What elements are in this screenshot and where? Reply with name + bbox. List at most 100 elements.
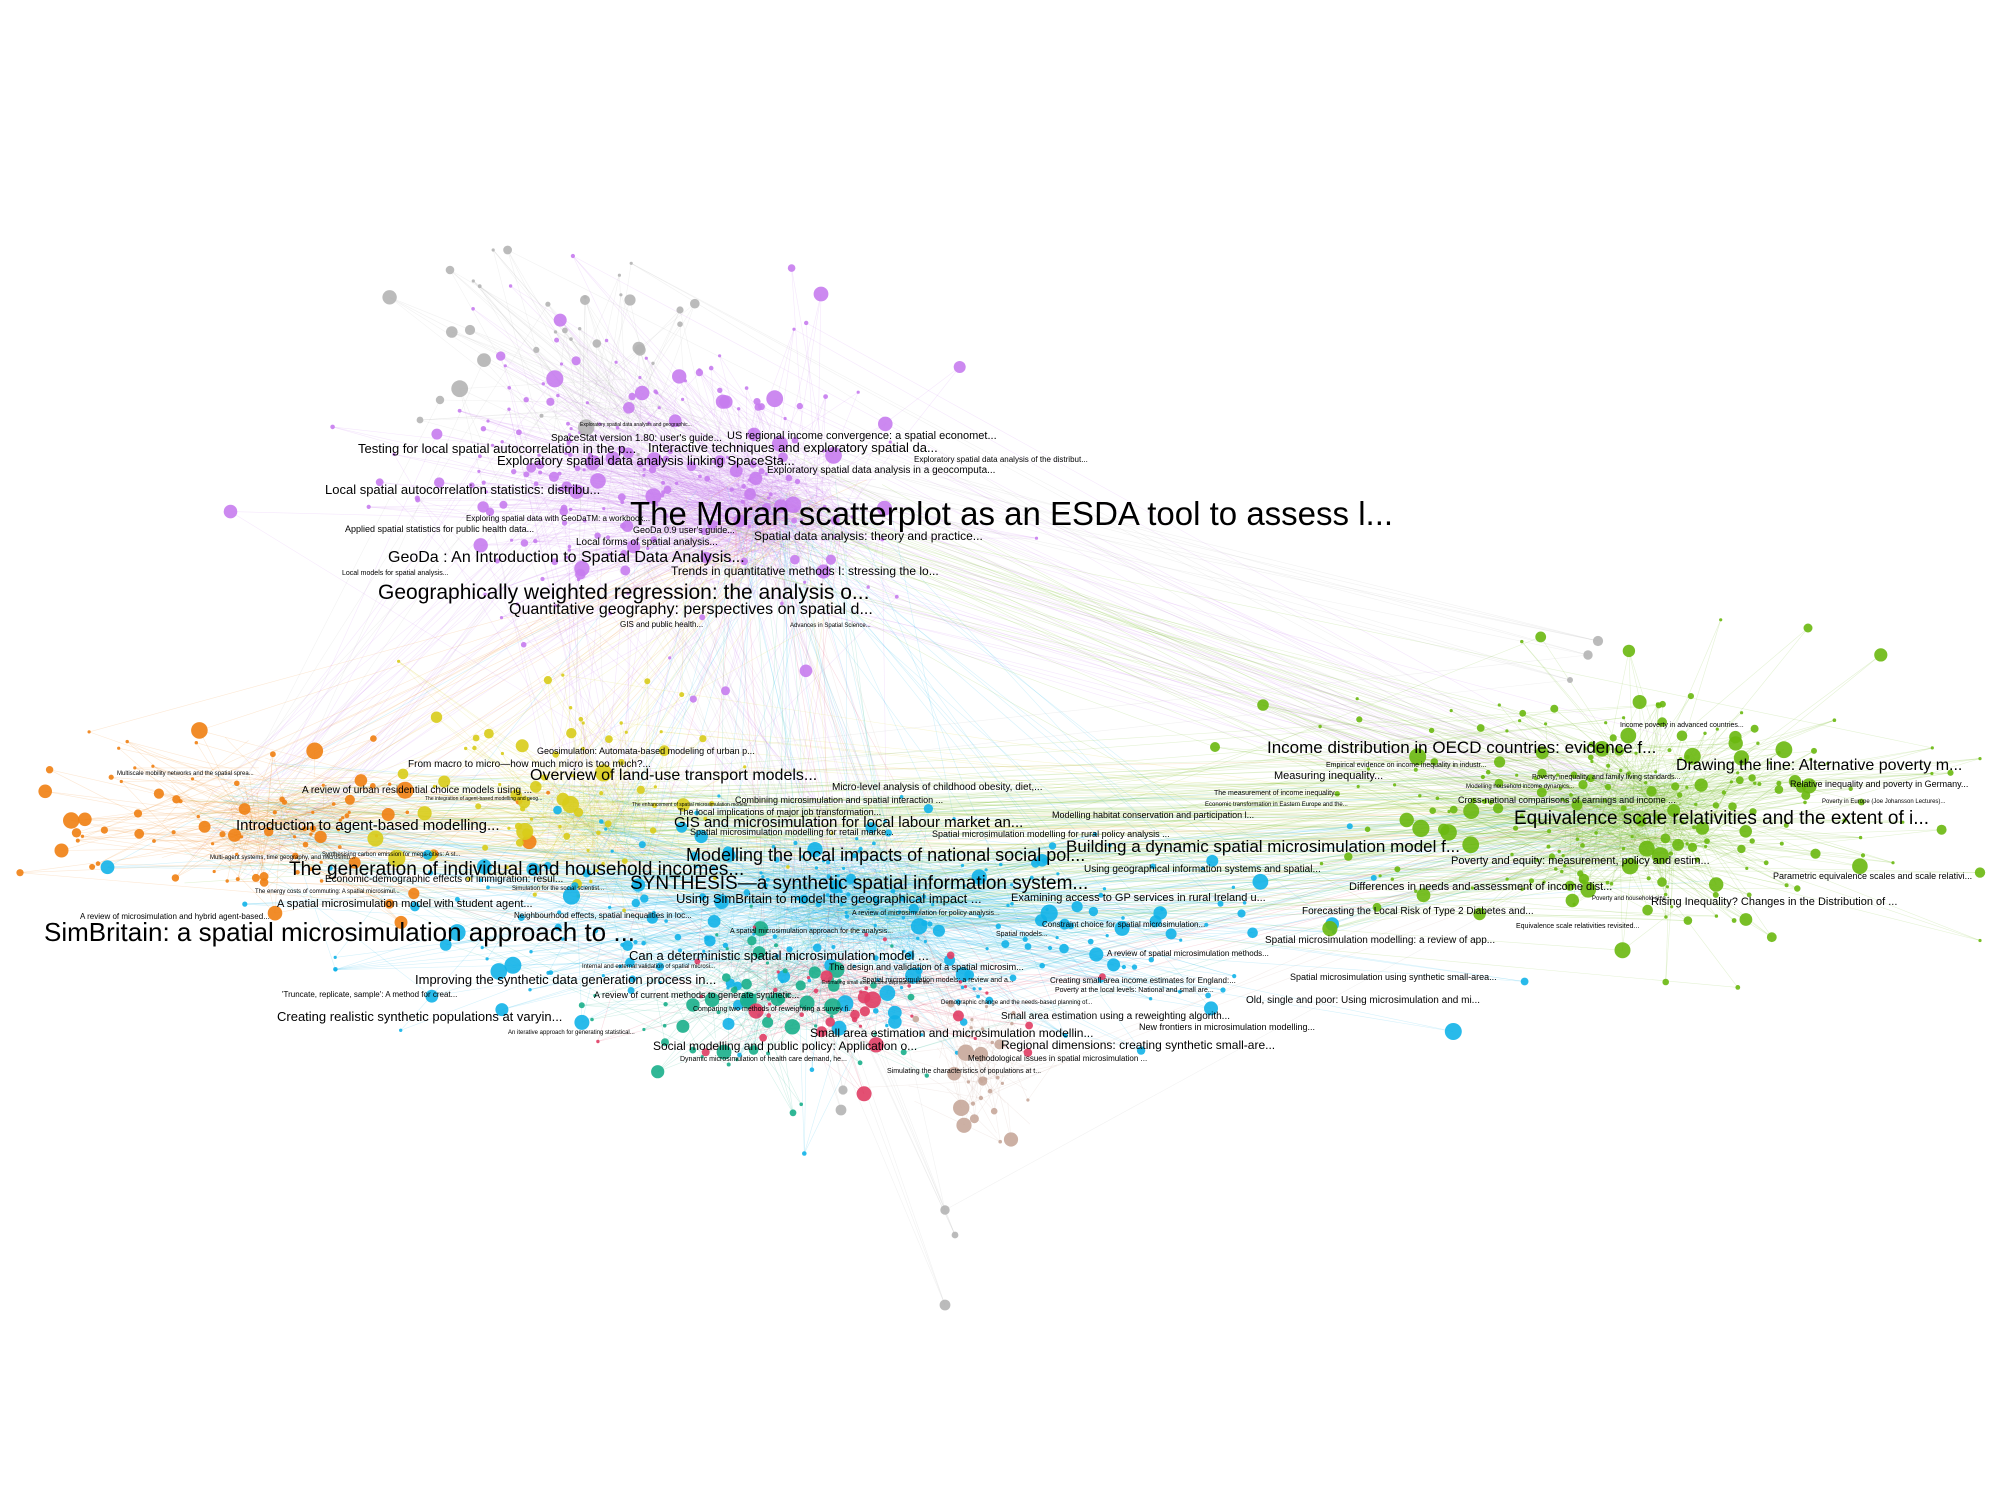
paper-node bbox=[475, 803, 481, 809]
paper-node bbox=[1664, 915, 1667, 918]
paper-node bbox=[1379, 874, 1382, 877]
paper-node bbox=[496, 351, 505, 360]
paper-node bbox=[900, 986, 903, 989]
paper-node bbox=[991, 1041, 994, 1044]
paper-node bbox=[1631, 835, 1634, 838]
paper-node bbox=[1590, 760, 1593, 763]
paper-node bbox=[924, 804, 933, 813]
paper-node bbox=[126, 740, 129, 743]
paper-node bbox=[199, 821, 211, 833]
paper-node bbox=[664, 486, 672, 494]
paper-node bbox=[741, 979, 752, 990]
paper-node bbox=[970, 1114, 979, 1123]
paper-node bbox=[1498, 703, 1501, 706]
paper-node bbox=[638, 376, 641, 379]
paper-node bbox=[260, 872, 269, 881]
paper-node bbox=[858, 1060, 863, 1065]
paper-node bbox=[1803, 801, 1807, 805]
paper-node bbox=[717, 794, 720, 797]
paper-node bbox=[690, 696, 697, 703]
paper-node bbox=[1704, 838, 1710, 844]
paper-node bbox=[895, 595, 899, 599]
paper-node bbox=[644, 678, 650, 684]
paper-node bbox=[234, 781, 240, 787]
paper-node bbox=[755, 403, 762, 410]
paper-node bbox=[1753, 782, 1756, 785]
paper-node bbox=[303, 842, 309, 848]
paper-node bbox=[117, 747, 120, 750]
node-label: Modelling the local impacts of national … bbox=[686, 845, 1085, 865]
paper-node bbox=[797, 403, 803, 409]
paper-node bbox=[985, 991, 988, 994]
paper-node bbox=[996, 924, 1001, 929]
paper-node bbox=[507, 827, 510, 830]
paper-node bbox=[1247, 928, 1258, 939]
paper-node bbox=[523, 471, 529, 477]
paper-node bbox=[838, 1085, 847, 1094]
node-label: Combining microsimulation and spatial in… bbox=[735, 795, 943, 805]
paper-node bbox=[191, 777, 194, 780]
paper-node bbox=[699, 735, 706, 742]
paper-node bbox=[1566, 894, 1579, 907]
node-label: Creating small area income estimates for… bbox=[1050, 976, 1236, 985]
paper-node bbox=[568, 545, 572, 549]
paper-node bbox=[530, 818, 533, 821]
paper-node bbox=[985, 868, 988, 871]
paper-node bbox=[1688, 843, 1697, 852]
paper-node bbox=[1644, 781, 1647, 784]
paper-node bbox=[579, 717, 584, 722]
paper-node bbox=[1103, 887, 1106, 890]
node-label: Forecasting the Local Risk of Type 2 Dia… bbox=[1302, 906, 1534, 917]
node-label: Modelling habitat conservation and parti… bbox=[1052, 810, 1254, 820]
citation-edge bbox=[473, 309, 750, 504]
paper-node bbox=[211, 842, 214, 845]
paper-node bbox=[730, 487, 734, 491]
paper-node bbox=[961, 986, 965, 990]
paper-node bbox=[620, 566, 630, 576]
node-label: Income distribution in OECD countries: e… bbox=[1267, 738, 1656, 757]
paper-node bbox=[1671, 782, 1679, 790]
paper-node bbox=[1347, 823, 1353, 829]
paper-node bbox=[790, 1109, 797, 1116]
paper-node bbox=[1810, 849, 1820, 859]
paper-node bbox=[507, 408, 510, 411]
paper-node bbox=[306, 743, 323, 760]
paper-node bbox=[583, 468, 586, 471]
paper-node bbox=[1535, 632, 1546, 643]
paper-node bbox=[916, 937, 919, 940]
paper-node bbox=[587, 849, 590, 852]
paper-node bbox=[1237, 909, 1245, 917]
paper-node bbox=[718, 354, 721, 357]
paper-node bbox=[580, 295, 590, 305]
node-label: A spatial microsimulation approach for t… bbox=[730, 928, 893, 935]
paper-node bbox=[486, 957, 489, 960]
paper-node bbox=[1445, 1023, 1462, 1040]
paper-node bbox=[586, 401, 589, 404]
node-label: Poverty and household size... bbox=[1592, 896, 1671, 902]
paper-node bbox=[1048, 946, 1052, 950]
paper-node bbox=[431, 712, 442, 723]
paper-node bbox=[484, 729, 494, 739]
node-label: Measuring inequality... bbox=[1274, 770, 1383, 782]
node-label: New frontiers in microsimulation modelli… bbox=[1139, 1022, 1315, 1032]
paper-node bbox=[979, 1096, 983, 1100]
paper-node bbox=[544, 676, 552, 684]
paper-node bbox=[749, 472, 762, 485]
paper-node bbox=[780, 980, 784, 984]
paper-node bbox=[1694, 803, 1697, 806]
edge-layer bbox=[20, 250, 1980, 1305]
paper-node bbox=[503, 246, 512, 255]
paper-node bbox=[1357, 785, 1360, 788]
node-label: Advances in Spatial Science... bbox=[790, 623, 871, 629]
paper-node bbox=[615, 361, 618, 364]
paper-node bbox=[451, 380, 468, 397]
node-label: A review of current methods to generate … bbox=[594, 990, 799, 1000]
paper-node bbox=[1450, 709, 1453, 712]
paper-node bbox=[1519, 710, 1526, 717]
paper-node bbox=[620, 523, 626, 529]
paper-node bbox=[1833, 718, 1837, 722]
paper-node bbox=[1210, 742, 1220, 752]
paper-node bbox=[529, 950, 532, 953]
paper-node bbox=[639, 841, 646, 848]
